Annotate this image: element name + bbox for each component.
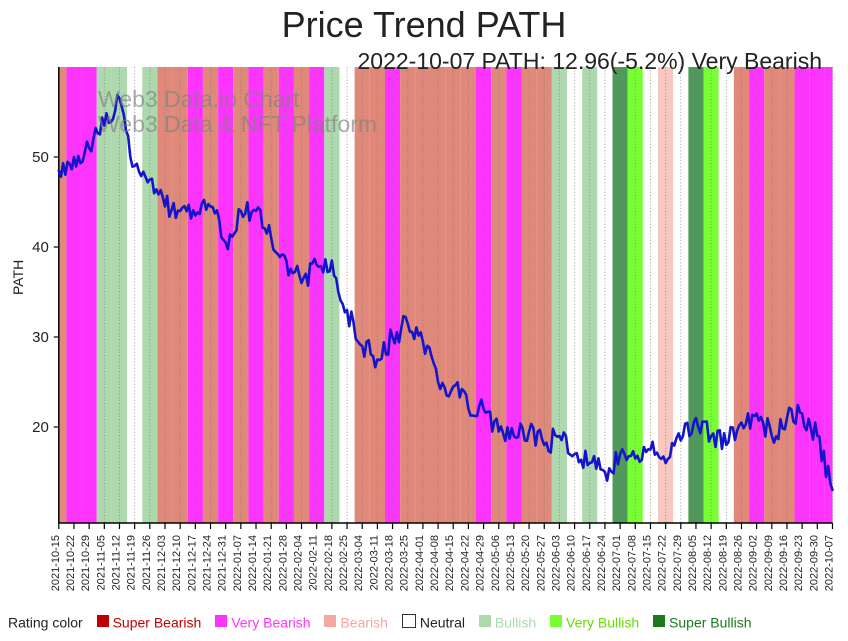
svg-text:2022-10-07: 2022-10-07: [824, 535, 836, 591]
svg-text:2021-11-26: 2021-11-26: [141, 535, 153, 590]
svg-text:2022-02-25: 2022-02-25: [338, 535, 350, 591]
svg-text:2021-11-19: 2021-11-19: [126, 535, 138, 590]
svg-text:2021-10-29: 2021-10-29: [80, 535, 92, 591]
svg-text:2022-08-26: 2022-08-26: [732, 535, 744, 591]
svg-text:2021-10-15: 2021-10-15: [50, 535, 62, 591]
svg-text:2022-01-28: 2022-01-28: [277, 535, 289, 591]
svg-text:2022-08-05: 2022-08-05: [687, 535, 699, 591]
svg-text:2022-04-22: 2022-04-22: [459, 535, 471, 591]
svg-text:2022-03-04: 2022-03-04: [353, 535, 365, 591]
svg-text:2022-07-01: 2022-07-01: [611, 535, 623, 591]
svg-text:2022-03-11: 2022-03-11: [368, 535, 380, 590]
svg-text:2022-09-16: 2022-09-16: [778, 535, 790, 591]
svg-text:2021-11-12: 2021-11-12: [110, 535, 122, 590]
svg-text:2022-04-08: 2022-04-08: [429, 535, 441, 591]
svg-text:2022-08-19: 2022-08-19: [717, 535, 729, 591]
svg-text:2022-06-24: 2022-06-24: [596, 535, 608, 591]
svg-text:50: 50: [32, 149, 49, 166]
svg-text:2022-08-12: 2022-08-12: [702, 535, 714, 591]
svg-text:2022-05-20: 2022-05-20: [520, 535, 532, 591]
svg-text:2022-05-27: 2022-05-27: [535, 535, 547, 591]
svg-text:2022-01-21: 2022-01-21: [262, 535, 274, 591]
svg-text:2022-02-11: 2022-02-11: [308, 535, 320, 590]
svg-text:30: 30: [32, 329, 49, 346]
svg-text:2022-06-03: 2022-06-03: [550, 535, 562, 591]
svg-text:2022-03-18: 2022-03-18: [384, 535, 396, 591]
svg-text:2022-09-30: 2022-09-30: [808, 535, 820, 591]
svg-text:2022-06-10: 2022-06-10: [566, 535, 578, 591]
svg-text:2022-05-13: 2022-05-13: [505, 535, 517, 591]
svg-text:2022-04-29: 2022-04-29: [475, 535, 487, 591]
svg-text:2022-09-02: 2022-09-02: [748, 535, 760, 591]
svg-text:2022-05-06: 2022-05-06: [490, 535, 502, 591]
svg-text:2022-04-15: 2022-04-15: [444, 535, 456, 591]
svg-text:2022-07-15: 2022-07-15: [641, 535, 653, 591]
svg-text:2022-07-22: 2022-07-22: [657, 535, 669, 591]
svg-text:20: 20: [32, 419, 49, 436]
svg-text:2021-12-31: 2021-12-31: [217, 535, 229, 591]
svg-text:2022-03-25: 2022-03-25: [399, 535, 411, 591]
svg-text:2021-12-17: 2021-12-17: [186, 535, 198, 591]
svg-text:2022-01-14: 2022-01-14: [247, 535, 259, 591]
svg-text:2022-09-09: 2022-09-09: [763, 535, 775, 591]
svg-text:2021-12-03: 2021-12-03: [156, 535, 168, 591]
svg-text:2022-01-07: 2022-01-07: [232, 535, 244, 591]
svg-text:2022-04-01: 2022-04-01: [414, 535, 426, 591]
svg-text:2021-11-05: 2021-11-05: [95, 535, 107, 590]
svg-text:2021-12-24: 2021-12-24: [202, 535, 214, 591]
svg-text:2022-06-17: 2022-06-17: [581, 535, 593, 591]
svg-text:2021-10-22: 2021-10-22: [65, 535, 77, 591]
svg-text:2022-07-29: 2022-07-29: [672, 535, 684, 591]
svg-text:2022-07-08: 2022-07-08: [626, 535, 638, 591]
svg-text:2022-02-18: 2022-02-18: [323, 535, 335, 591]
svg-text:2022-09-23: 2022-09-23: [793, 535, 805, 591]
svg-text:2022-02-04: 2022-02-04: [293, 535, 305, 591]
svg-text:2021-12-10: 2021-12-10: [171, 535, 183, 591]
svg-text:40: 40: [32, 239, 49, 256]
